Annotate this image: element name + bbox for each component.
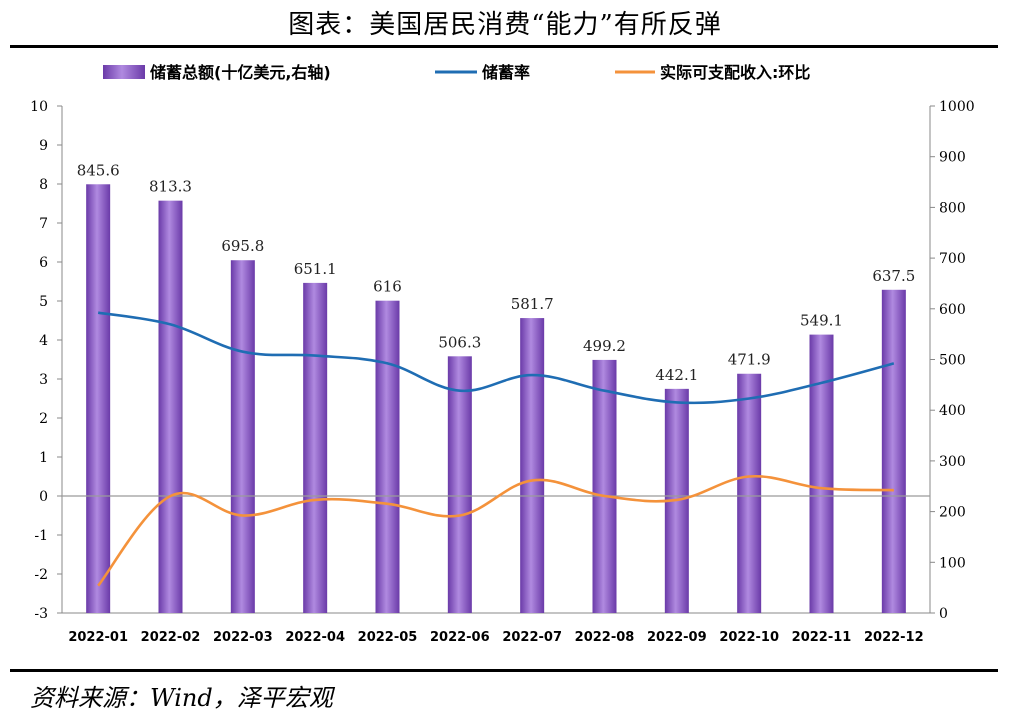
legend-swatch-bar xyxy=(103,65,145,79)
left-tick-label: 4 xyxy=(39,333,48,349)
data-labels: 845.6 813.3 695.8 651.1 616 506.3 581.7 499.2 44… xyxy=(77,161,916,384)
legend-label: 实际可支配收入:环比 xyxy=(660,63,810,82)
data-label: 581.7 xyxy=(511,295,554,313)
data-label: 471.9 xyxy=(728,351,771,369)
x-tick-label: 2022-06 xyxy=(430,630,490,645)
x-tick-label: 2022-04 xyxy=(285,630,345,645)
x-tick-label: 2022-05 xyxy=(358,630,418,645)
data-label: 499.2 xyxy=(583,337,626,355)
left-tick-label: 3 xyxy=(39,372,48,388)
bar xyxy=(809,334,834,613)
bar xyxy=(158,200,183,613)
bottom-rule xyxy=(10,669,998,672)
left-tick-label: 5 xyxy=(39,294,48,310)
data-label: 506.3 xyxy=(438,333,481,351)
line-savings-rate xyxy=(97,311,895,405)
line-series xyxy=(97,311,895,587)
chart-canvas: 储蓄总额(十亿美元,右轴) 储蓄率 实际可支配收入:环比 -3 -2 -1 0 1 2 3 4 5 6… xyxy=(30,63,974,645)
right-tick-label: 700 xyxy=(939,251,966,267)
bar xyxy=(881,289,906,613)
x-tick-label: 2022-02 xyxy=(141,630,201,645)
data-label: 845.6 xyxy=(77,161,120,179)
bar xyxy=(303,282,328,613)
left-tick-label: 10 xyxy=(30,99,48,115)
right-tick-label: 100 xyxy=(939,555,966,571)
bar xyxy=(737,373,762,613)
bar xyxy=(592,359,617,613)
x-tick-label: 2022-08 xyxy=(575,630,635,645)
legend-label: 储蓄总额(十亿美元,右轴) xyxy=(149,63,331,82)
right-tick-label: 900 xyxy=(939,150,966,166)
right-tick-label: 500 xyxy=(939,353,966,369)
axes: -3-2-10123456789100100200300400500600700… xyxy=(30,99,974,645)
right-tick-label: 1000 xyxy=(939,99,975,115)
x-tick-label: 2022-03 xyxy=(213,630,273,645)
data-label: 813.3 xyxy=(149,178,192,196)
x-tick-label: 2022-09 xyxy=(647,630,707,645)
x-tick-label: 2022-10 xyxy=(719,630,779,645)
bar xyxy=(375,300,400,613)
x-tick-label: 2022-11 xyxy=(792,630,852,645)
bar xyxy=(447,356,472,613)
right-tick-label: 600 xyxy=(939,302,966,318)
right-tick-label: 0 xyxy=(939,606,948,622)
left-tick-label: 8 xyxy=(39,177,48,193)
data-label: 549.1 xyxy=(800,312,843,330)
right-tick-label: 400 xyxy=(939,403,966,419)
legend-label: 储蓄率 xyxy=(481,63,530,82)
left-tick-label: 9 xyxy=(39,138,48,154)
line-income-mom xyxy=(97,474,894,587)
left-tick-label: 7 xyxy=(39,216,48,232)
bar-series xyxy=(86,184,906,613)
x-tick-label: 2022-07 xyxy=(502,630,562,645)
legend: 储蓄总额(十亿美元,右轴) 储蓄率 实际可支配收入:环比 xyxy=(103,63,810,82)
source-note: 资料来源：Wind，泽平宏观 xyxy=(30,684,333,712)
data-label: 616 xyxy=(373,278,402,296)
x-tick-label: 2022-12 xyxy=(864,630,924,645)
data-label: 442.1 xyxy=(655,366,698,384)
data-label: 695.8 xyxy=(221,237,264,255)
data-label: 637.5 xyxy=(872,267,915,285)
data-label: 651.1 xyxy=(294,260,337,278)
top-rule xyxy=(10,45,998,48)
right-tick-label: 800 xyxy=(939,200,966,216)
left-tick-label: 6 xyxy=(39,255,48,271)
left-tick-label: 2 xyxy=(39,411,48,427)
x-tick-label: 2022-01 xyxy=(68,630,128,645)
bar xyxy=(86,184,111,613)
left-tick-label: 0 xyxy=(39,489,48,505)
bar xyxy=(230,260,255,613)
left-tick-label: -1 xyxy=(34,528,48,544)
chart-title: 图表：美国居民消费“能力”有所反弹 xyxy=(288,10,722,40)
bar xyxy=(520,318,545,613)
left-tick-label: -3 xyxy=(34,606,48,622)
right-tick-label: 300 xyxy=(939,454,966,470)
left-tick-label: 1 xyxy=(39,450,48,466)
right-tick-label: 200 xyxy=(939,505,966,521)
left-tick-label: -2 xyxy=(34,567,48,583)
